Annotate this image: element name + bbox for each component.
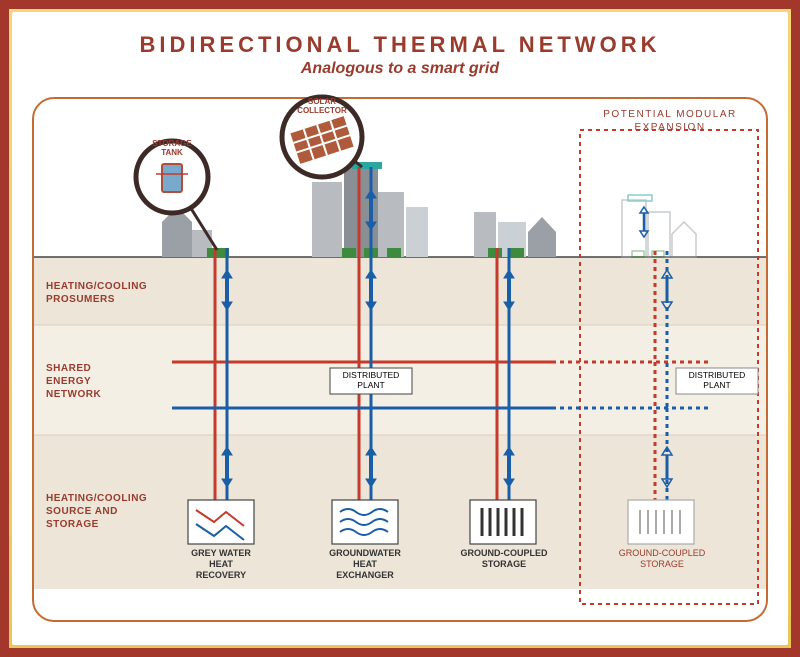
diagram-canvas: BIDIRECTIONAL THERMAL NETWORK Analogous … xyxy=(12,12,788,645)
label-network: SHAREDENERGYNETWORK xyxy=(46,362,101,401)
label-source: HEATING/COOLINGSOURCE ANDSTORAGE xyxy=(46,492,147,531)
svg-text:SOLAR: SOLAR xyxy=(308,97,336,106)
buildings-right xyxy=(474,212,556,257)
distributed-plant-expansion: DISTRIBUTED PLANT xyxy=(676,368,758,394)
distributed-plant-main: DISTRIBUTED PLANT xyxy=(330,368,412,394)
svg-text:TANK: TANK xyxy=(161,148,183,157)
outer-frame: BIDIRECTIONAL THERMAL NETWORK Analogous … xyxy=(0,0,800,657)
svg-text:DISTRIBUTED: DISTRIBUTED xyxy=(343,370,400,380)
svg-text:PLANT: PLANT xyxy=(357,380,384,390)
svg-text:DISTRIBUTED: DISTRIBUTED xyxy=(689,370,746,380)
source-groundwater xyxy=(332,500,398,544)
svg-text:PLANT: PLANT xyxy=(703,380,730,390)
source-ground-coupled xyxy=(470,500,536,544)
gold-frame: BIDIRECTIONAL THERMAL NETWORK Analogous … xyxy=(9,9,791,648)
label-groundwater: GROUNDWATERHEATEXCHANGER xyxy=(322,548,408,580)
label-prosumers: HEATING/COOLINGPROSUMERS xyxy=(46,280,147,306)
source-ground-coupled-expansion xyxy=(628,500,694,544)
label-grey-water: GREY WATERHEATRECOVERY xyxy=(181,548,261,580)
svg-text:COLLECTOR: COLLECTOR xyxy=(297,106,347,115)
source-grey-water xyxy=(188,500,254,544)
label-expansion: POTENTIAL MODULAREXPANSION xyxy=(582,108,758,134)
callout-solar-collector: SOLAR COLLECTOR xyxy=(282,97,362,177)
svg-text:STORAGE: STORAGE xyxy=(152,139,192,148)
label-ground-coupled-exp: GROUND-COUPLEDSTORAGE xyxy=(612,548,712,570)
label-ground-coupled: GROUND-COUPLEDSTORAGE xyxy=(454,548,554,570)
buildings-expansion xyxy=(622,195,696,257)
